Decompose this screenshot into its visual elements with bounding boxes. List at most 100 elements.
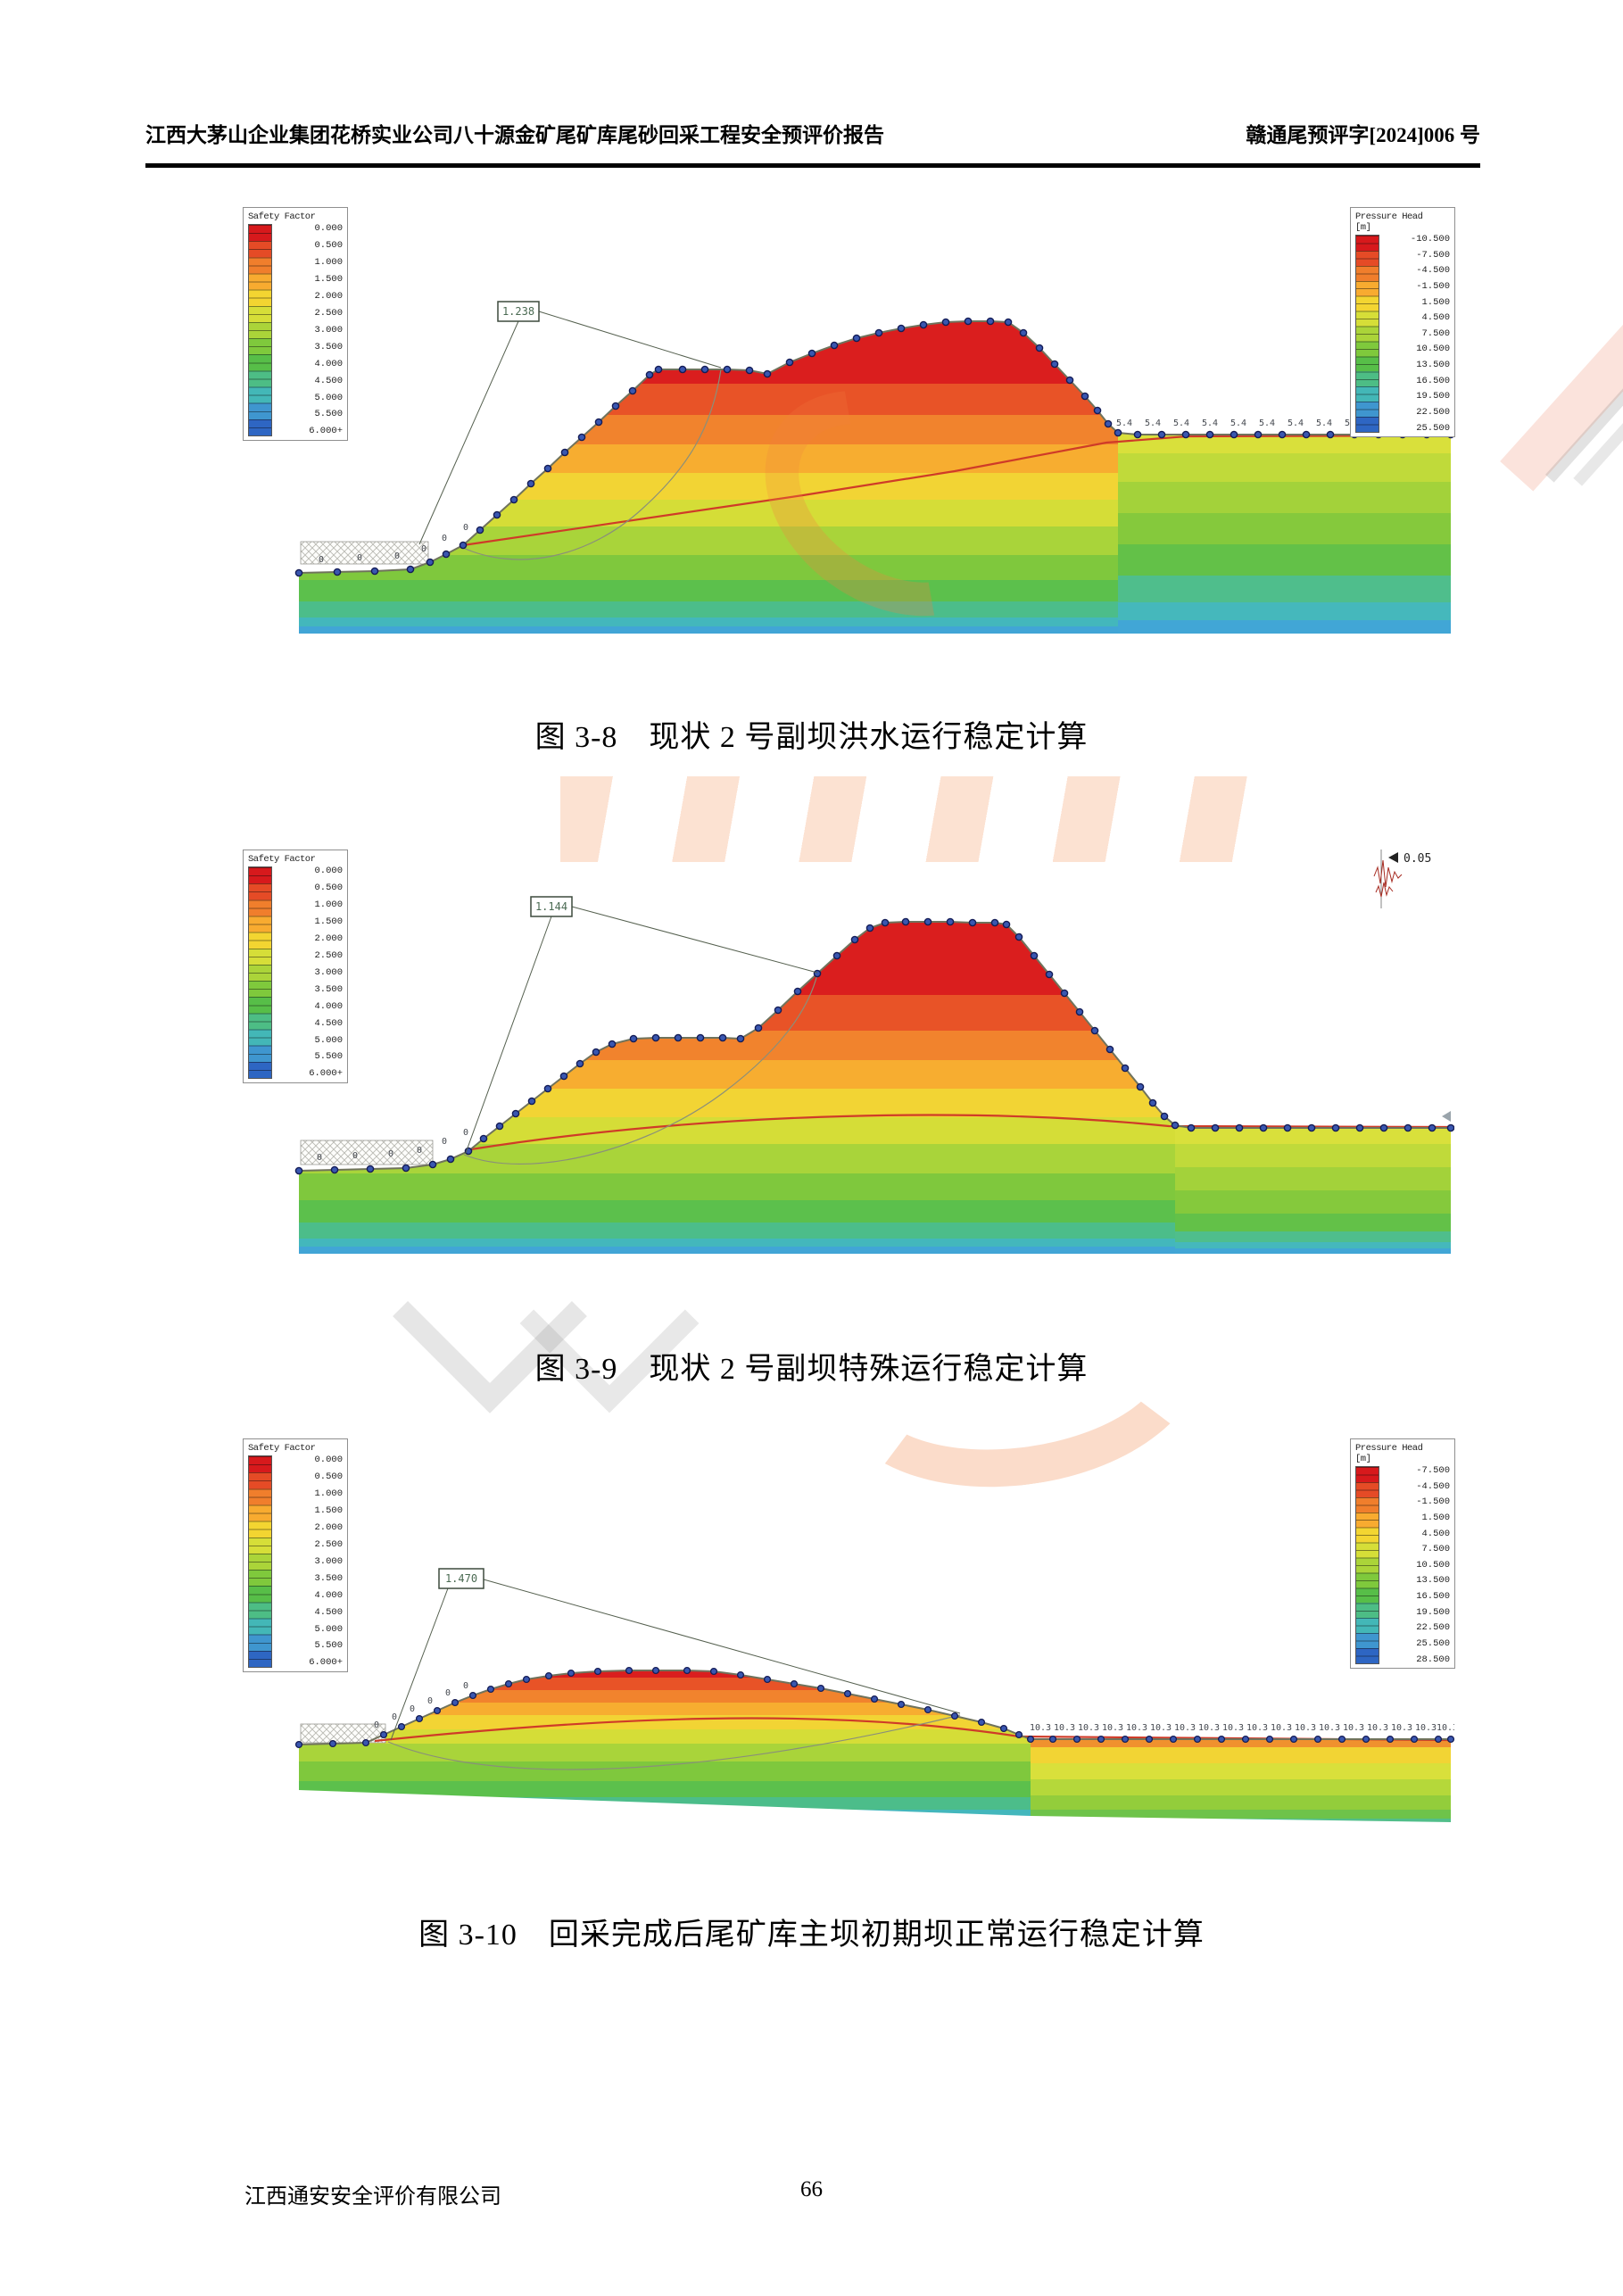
- legend-unit: [m]: [1355, 1454, 1371, 1464]
- surface-value: 0: [421, 544, 426, 554]
- plateau-value: 5.4: [1173, 419, 1189, 428]
- legend-tick: 2.500: [314, 307, 343, 319]
- legend-tick: 1.500: [314, 916, 343, 927]
- legend-tick: 22.500: [1416, 1622, 1450, 1634]
- plateau-value: 10.3: [1102, 1723, 1123, 1733]
- legend-title: Safety Factor: [248, 211, 316, 222]
- legend-tick: 3.500: [314, 983, 343, 995]
- legend-tick: 0.000: [314, 866, 343, 876]
- legend-tick: 13.500: [1416, 360, 1450, 370]
- surface-value: 0: [442, 534, 447, 543]
- legend-tick: 5.000: [314, 1623, 343, 1635]
- header-doc-number: 赣通尾预评字[2024]006 号: [1246, 124, 1480, 146]
- plateau-value: 10.3: [1198, 1723, 1220, 1733]
- downstream-ground: [1175, 1125, 1451, 1254]
- safety-factor-legend-fig1: Safety Factor 0.000 0.500 1.000 1.500 2.000 2…: [243, 207, 348, 441]
- plateau-value: 10.3: [1319, 1723, 1340, 1733]
- legend-tick: 4.000: [314, 358, 343, 369]
- pressure-head-legend-fig3: Pressure Head [m] -7.500 -4.500 -1.500 1.50…: [1350, 1438, 1455, 1669]
- legend-title: Pressure Head: [1355, 211, 1423, 222]
- legend-tick: 4.500: [1421, 1528, 1450, 1539]
- safety-factor-value: 1.470: [445, 1572, 477, 1585]
- downstream-ground: [1031, 1739, 1451, 1822]
- surface-line: [294, 917, 1454, 1175]
- legend-tick: 0.000: [314, 223, 343, 234]
- seismic-arrow-icon: [1388, 852, 1398, 863]
- leader-line: [538, 311, 722, 369]
- plateau-value: 10.3: [1437, 1723, 1454, 1733]
- surface-value: 0: [463, 1128, 468, 1138]
- legend-tick: 4.500: [314, 375, 343, 386]
- legend-tick: 0.500: [314, 1471, 343, 1482]
- surface-line: [294, 1666, 1454, 1749]
- leader-line: [483, 1579, 961, 1714]
- colorbar: [248, 866, 272, 1079]
- legend-title: Pressure Head: [1355, 1443, 1423, 1454]
- colorbar: [248, 224, 272, 436]
- surface-value: 0: [392, 1712, 397, 1722]
- legend-tick: 5.500: [314, 1640, 343, 1652]
- header-report-title: 江西大茅山企业集团花桥实业公司八十源金矿尾矿库尾砂回采工程安全预评价报告: [145, 124, 884, 146]
- plateau-value: 10.3: [1367, 1723, 1388, 1733]
- legend-tick: -4.500: [1416, 1480, 1450, 1492]
- plateau-value: 10.3: [1078, 1723, 1099, 1733]
- safety-factor-legend-fig2: Safety Factor 0.000 0.500 1.000 1.500 2.000 2…: [243, 850, 348, 1083]
- plateau-value: 5.4: [1230, 419, 1246, 428]
- surface-value: 0: [374, 1720, 379, 1730]
- legend-ticks: 0.000 0.500 1.000 1.500 2.000 2.500 3.000 3.500…: [278, 224, 343, 436]
- dam-body: [299, 321, 1118, 634]
- legend-tick: 6.000+: [309, 1068, 343, 1080]
- legend-tick: 3.000: [314, 966, 343, 978]
- legend-tick: 5.500: [314, 1051, 343, 1063]
- legend-tick: 19.500: [1416, 391, 1450, 402]
- plateau-value: 5.4: [1316, 419, 1332, 428]
- figure-3-10-plot: 1.470 0 0 0 0 0 0 10.3 10.3 10.3 10.3 10…: [294, 1568, 1454, 1822]
- figure-3-8-plot: 1.238 0 0 0 0 0 0 5.4 5.4 5.4 5.4 5.4 5.…: [294, 301, 1454, 634]
- plateau-value: 10.3: [1415, 1723, 1437, 1733]
- legend-tick: 2.000: [314, 932, 343, 944]
- plateau-value: 5.4: [1116, 419, 1132, 428]
- legend-tick: 0.500: [314, 882, 343, 893]
- legend-tick: 7.500: [1421, 327, 1450, 339]
- leader-line: [390, 1587, 449, 1741]
- surface-value: 0: [463, 523, 468, 533]
- surface-value: 0: [445, 1688, 451, 1698]
- figure-caption-3-8: 图 3-8 现状 2 号副坝洪水运行稳定计算: [534, 721, 1089, 754]
- plateau-value: 10.3: [1343, 1723, 1364, 1733]
- colorbar: [1355, 1466, 1379, 1664]
- plateau-value: 10.3: [1271, 1723, 1292, 1733]
- legend-tick: 6.000+: [309, 426, 343, 437]
- legend-tick: 1.000: [314, 899, 343, 910]
- legend-tick: 1.500: [314, 1504, 343, 1516]
- plateau-value: 5.4: [1145, 419, 1161, 428]
- legend-ticks: -7.500 -4.500 -1.500 1.500 4.500 7.500 10.500 1…: [1386, 1466, 1450, 1664]
- leader-line: [571, 906, 818, 974]
- footer-company: 江西通安安全评价有限公司: [244, 2185, 501, 2209]
- surface-value: 0: [417, 1146, 422, 1156]
- legend-tick: 3.500: [314, 1572, 343, 1584]
- surface-value: 0: [317, 1153, 322, 1163]
- seismic-annotation: 0.05: [1373, 850, 1431, 908]
- surface-value: 0: [352, 1151, 358, 1161]
- surface-value: 0: [427, 1696, 433, 1706]
- plateau-value: 5.4: [1202, 419, 1218, 428]
- legend-tick: -4.500: [1416, 265, 1450, 277]
- legend-tick: 7.500: [1421, 1544, 1450, 1555]
- plateau-value: 10.3: [1174, 1723, 1196, 1733]
- legend-tick: 1.500: [1421, 1512, 1450, 1523]
- legend-title: Safety Factor: [248, 1443, 316, 1454]
- legend-tick: 3.000: [314, 1555, 343, 1567]
- legend-ticks: 0.000 0.500 1.000 1.500 2.000 2.500 3.000 3.500…: [278, 1455, 343, 1668]
- dam-body: [299, 922, 1175, 1254]
- plateau-value: 10.3: [1030, 1723, 1051, 1733]
- legend-tick: 3.500: [314, 341, 343, 352]
- plateau-value: 10.3: [1150, 1723, 1172, 1733]
- legend-tick: 1.500: [1421, 296, 1450, 308]
- safety-factor-box: [438, 1568, 484, 1589]
- legend-tick: -1.500: [1416, 1496, 1450, 1508]
- safety-factor-value: 1.238: [502, 305, 534, 318]
- legend-ticks: 0.000 0.500 1.000 1.500 2.000 2.500 3.000 3.500…: [278, 866, 343, 1079]
- surface-value: 0: [463, 1681, 468, 1691]
- surface-line: [294, 317, 1454, 577]
- header-rule: [145, 163, 1480, 168]
